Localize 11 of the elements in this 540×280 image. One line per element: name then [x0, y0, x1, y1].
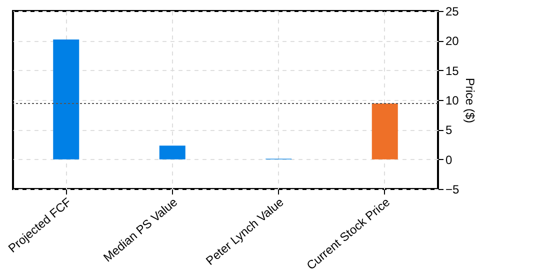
y-tick-label: 10 [446, 94, 460, 108]
y-tick-label: 0 [446, 152, 452, 167]
y-tick-label: 5 [446, 123, 452, 138]
y-axis-title: Price ($) [463, 78, 478, 124]
y-tick-label: −5 [446, 182, 460, 196]
y-tick-label: 15 [446, 64, 460, 78]
y-tick-label: 25 [446, 4, 460, 18]
bar [372, 104, 398, 160]
bar [53, 39, 80, 160]
bar [159, 146, 186, 160]
y-tick-label: 20 [446, 34, 460, 48]
